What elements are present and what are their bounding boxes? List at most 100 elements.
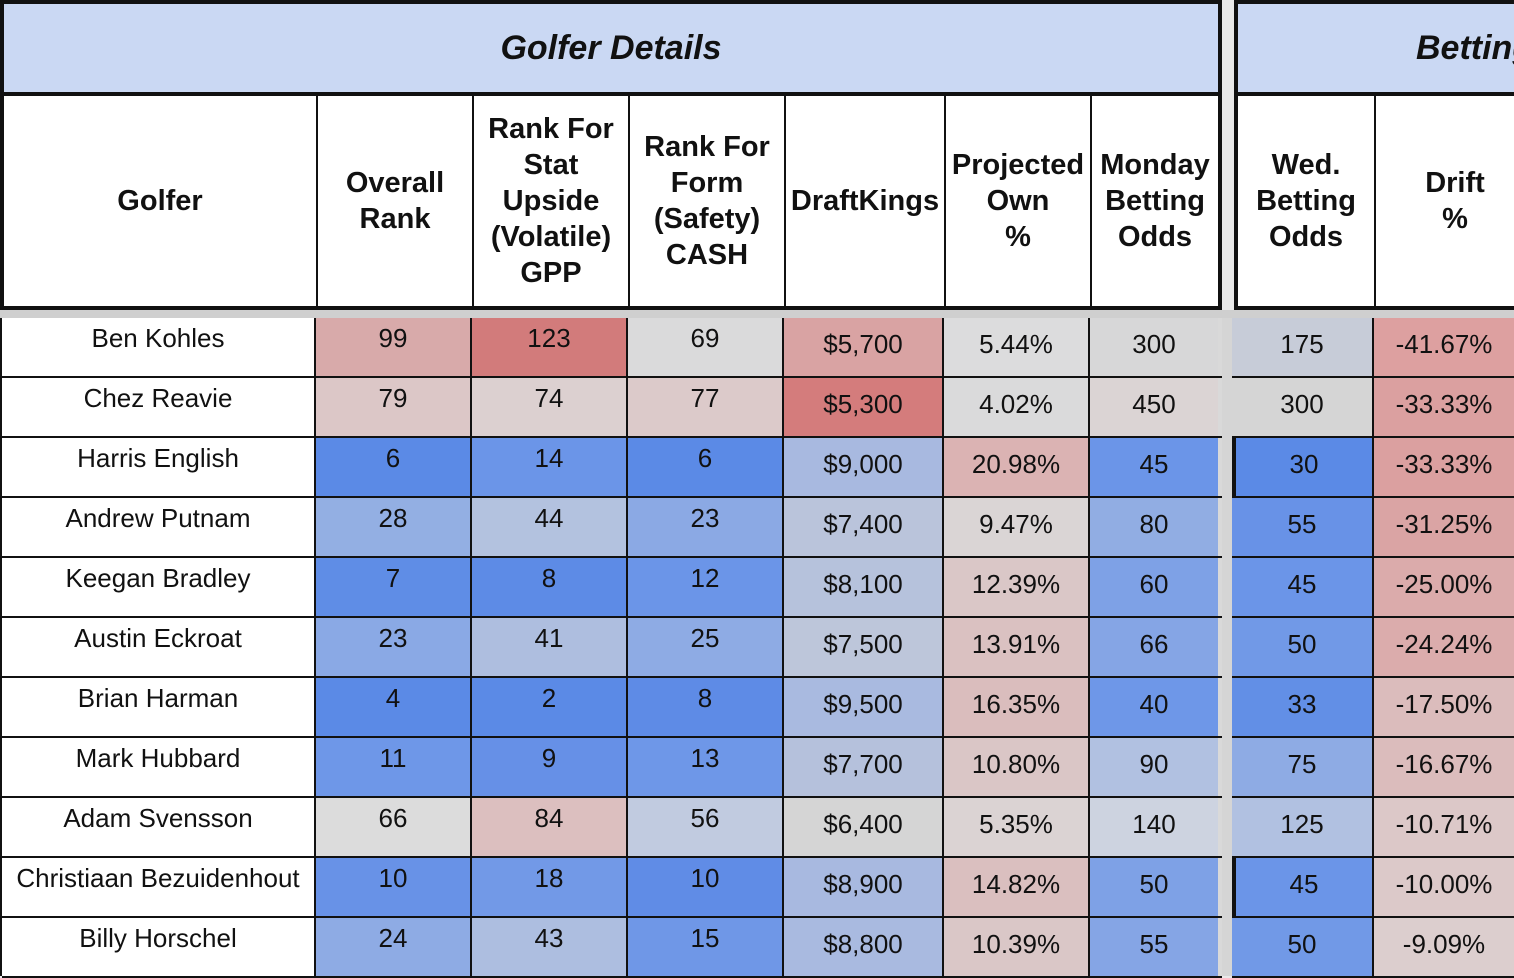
table-row[interactable]: Christiaan Bezuidenhout 10 18 10 $8,900 14.82… [2,858,1222,918]
draftkings-salary-cell[interactable]: $5,300 [784,378,944,436]
overall-rank-cell[interactable]: 4 [316,678,472,736]
projected-own-cell[interactable]: 4.02% [944,378,1090,436]
table-row[interactable]: 45 -10.00% [1232,858,1514,918]
wed-odds-cell[interactable]: 50 [1232,618,1374,676]
table-row[interactable]: Mark Hubbard 11 9 13 $7,700 10.80% 90 [2,738,1222,798]
draftkings-salary-cell[interactable]: $8,900 [784,858,944,916]
col-header-overall-rank[interactable]: Overall Rank [318,96,474,306]
projected-own-cell[interactable]: 10.80% [944,738,1090,796]
form-safety-cell[interactable]: 10 [628,858,784,916]
draftkings-salary-cell[interactable]: $8,800 [784,918,944,976]
stat-upside-cell[interactable]: 9 [472,738,628,796]
overall-rank-cell[interactable]: 99 [316,318,472,376]
golfer-name-cell[interactable]: Andrew Putnam [2,498,316,556]
draftkings-salary-cell[interactable]: $7,400 [784,498,944,556]
overall-rank-cell[interactable]: 79 [316,378,472,436]
overall-rank-cell[interactable]: 66 [316,798,472,856]
col-header-wed-odds[interactable]: Wed. Betting Odds [1238,96,1376,306]
stat-upside-cell[interactable]: 8 [472,558,628,616]
table-row[interactable]: 55 -31.25% [1232,498,1514,558]
golfer-name-cell[interactable]: Christiaan Bezuidenhout [2,858,316,916]
wed-odds-cell[interactable]: 55 [1232,498,1374,556]
wed-odds-cell[interactable]: 45 [1232,858,1374,916]
projected-own-cell[interactable]: 14.82% [944,858,1090,916]
golfer-name-cell[interactable]: Brian Harman [2,678,316,736]
stat-upside-cell[interactable]: 43 [472,918,628,976]
wed-odds-cell[interactable]: 50 [1232,918,1374,976]
table-row[interactable]: 50 -24.24% [1232,618,1514,678]
monday-odds-cell[interactable]: 45 [1090,438,1218,496]
col-header-draftkings[interactable]: DraftKings [786,96,946,306]
table-row[interactable]: Andrew Putnam 28 44 23 $7,400 9.47% 80 [2,498,1222,558]
monday-odds-cell[interactable]: 40 [1090,678,1218,736]
wed-odds-cell[interactable]: 175 [1232,318,1374,376]
col-header-projected-own[interactable]: Projected Own % [946,96,1092,306]
drift-cell[interactable]: -33.33% [1374,378,1514,436]
projected-own-cell[interactable]: 13.91% [944,618,1090,676]
golfer-name-cell[interactable]: Billy Horschel [2,918,316,976]
table-row[interactable]: Billy Horschel 24 43 15 $8,800 10.39% 55 [2,918,1222,978]
drift-cell[interactable]: -17.50% [1374,678,1514,736]
form-safety-cell[interactable]: 56 [628,798,784,856]
draftkings-salary-cell[interactable]: $8,100 [784,558,944,616]
drift-cell[interactable]: -33.33% [1374,438,1514,496]
overall-rank-cell[interactable]: 24 [316,918,472,976]
overall-rank-cell[interactable]: 28 [316,498,472,556]
wed-odds-cell[interactable]: 45 [1232,558,1374,616]
draftkings-salary-cell[interactable]: $5,700 [784,318,944,376]
table-row[interactable]: Austin Eckroat 23 41 25 $7,500 13.91% 66 [2,618,1222,678]
monday-odds-cell[interactable]: 90 [1090,738,1218,796]
form-safety-cell[interactable]: 13 [628,738,784,796]
monday-odds-cell[interactable]: 140 [1090,798,1218,856]
form-safety-cell[interactable]: 15 [628,918,784,976]
overall-rank-cell[interactable]: 11 [316,738,472,796]
table-row[interactable]: 125 -10.71% [1232,798,1514,858]
stat-upside-cell[interactable]: 41 [472,618,628,676]
projected-own-cell[interactable]: 12.39% [944,558,1090,616]
drift-cell[interactable]: -16.67% [1374,738,1514,796]
golfer-name-cell[interactable]: Adam Svensson [2,798,316,856]
projected-own-cell[interactable]: 5.44% [944,318,1090,376]
golfer-name-cell[interactable]: Keegan Bradley [2,558,316,616]
col-header-drift[interactable]: Drift % [1425,167,1485,235]
wed-odds-cell[interactable]: 33 [1232,678,1374,736]
table-row[interactable]: Ben Kohles 99 123 69 $5,700 5.44% 300 [2,318,1222,378]
stat-upside-cell[interactable]: 14 [472,438,628,496]
golfer-name-cell[interactable]: Ben Kohles [2,318,316,376]
projected-own-cell[interactable]: 10.39% [944,918,1090,976]
table-row[interactable]: Brian Harman 4 2 8 $9,500 16.35% 40 [2,678,1222,738]
monday-odds-cell[interactable]: 66 [1090,618,1218,676]
wed-odds-cell[interactable]: 30 [1232,438,1374,496]
overall-rank-cell[interactable]: 6 [316,438,472,496]
stat-upside-cell[interactable]: 44 [472,498,628,556]
col-header-form-safety[interactable]: Rank For Form (Safety) CASH [630,96,786,306]
form-safety-cell[interactable]: 8 [628,678,784,736]
monday-odds-cell[interactable]: 450 [1090,378,1218,436]
wed-odds-cell[interactable]: 125 [1232,798,1374,856]
overall-rank-cell[interactable]: 7 [316,558,472,616]
golfer-name-cell[interactable]: Harris English [2,438,316,496]
table-row[interactable]: 175 -41.67% [1232,318,1514,378]
projected-own-cell[interactable]: 9.47% [944,498,1090,556]
overall-rank-cell[interactable]: 23 [316,618,472,676]
form-safety-cell[interactable]: 69 [628,318,784,376]
table-row[interactable]: 300 -33.33% [1232,378,1514,438]
drift-cell[interactable]: -31.25% [1374,498,1514,556]
col-header-golfer[interactable]: Golfer [4,96,318,306]
projected-own-cell[interactable]: 16.35% [944,678,1090,736]
draftkings-salary-cell[interactable]: $6,400 [784,798,944,856]
table-row[interactable]: 75 -16.67% [1232,738,1514,798]
form-safety-cell[interactable]: 23 [628,498,784,556]
stat-upside-cell[interactable]: 123 [472,318,628,376]
wed-odds-cell[interactable]: 75 [1232,738,1374,796]
monday-odds-cell[interactable]: 60 [1090,558,1218,616]
draftkings-salary-cell[interactable]: $9,000 [784,438,944,496]
col-header-stat-upside[interactable]: Rank For Stat Upside (Volatile) GPP [474,96,630,306]
table-row[interactable]: Harris English 6 14 6 $9,000 20.98% 45 [2,438,1222,498]
golfer-name-cell[interactable]: Chez Reavie [2,378,316,436]
monday-odds-cell[interactable]: 300 [1090,318,1218,376]
golfer-name-cell[interactable]: Austin Eckroat [2,618,316,676]
overall-rank-cell[interactable]: 10 [316,858,472,916]
draftkings-salary-cell[interactable]: $7,700 [784,738,944,796]
stat-upside-cell[interactable]: 18 [472,858,628,916]
